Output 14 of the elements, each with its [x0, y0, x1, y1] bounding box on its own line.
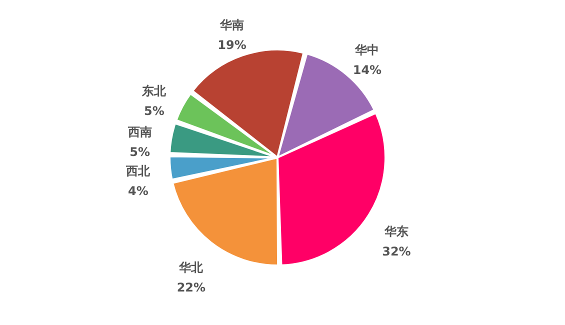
slice-label: 东北	[141, 84, 168, 98]
data-label: 32%	[382, 244, 411, 258]
data-label: 5%	[144, 104, 164, 118]
slice-label: 华北	[178, 260, 204, 275]
slice-label: 华中	[354, 43, 380, 58]
data-label: 4%	[128, 184, 148, 198]
data-label: 5%	[130, 145, 150, 160]
data-label: 14%	[352, 63, 382, 78]
data-label: 22%	[176, 280, 206, 295]
slice-label: 华东	[383, 224, 408, 238]
slice-label: 华南	[219, 18, 244, 32]
slice-label: 西北	[125, 164, 152, 178]
data-label: 19%	[218, 38, 246, 52]
slice-label: 西南	[126, 125, 152, 140]
